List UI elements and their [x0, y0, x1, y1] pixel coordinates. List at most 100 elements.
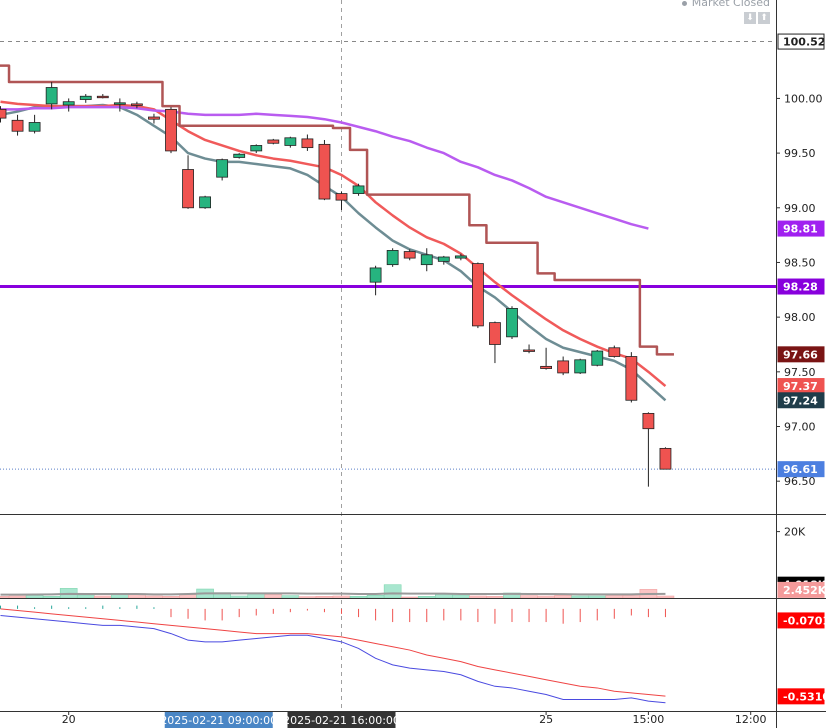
- candle[interactable]: [182, 155, 194, 209]
- y-tick-label: 98.50: [784, 256, 816, 269]
- volume-bar: [264, 594, 283, 599]
- candle-body: [45, 87, 58, 105]
- candle[interactable]: [148, 113, 160, 124]
- candle[interactable]: [28, 114, 41, 134]
- candle-body: [182, 169, 194, 209]
- ma-mid-line: [0, 100, 667, 388]
- candle[interactable]: [625, 352, 638, 403]
- candle[interactable]: [216, 158, 229, 181]
- volume-bar: [94, 595, 112, 599]
- candle-body: [284, 137, 297, 146]
- candle[interactable]: [403, 249, 416, 261]
- candle-body: [250, 145, 263, 152]
- time-highlight-label: 2025-02-21 16:00:00: [283, 712, 400, 728]
- candle[interactable]: [250, 144, 263, 154]
- candle[interactable]: [79, 94, 92, 103]
- price-pane[interactable]: [0, 64, 776, 487]
- price-badge-1: 98.81: [777, 220, 825, 237]
- candle[interactable]: [352, 183, 365, 196]
- volume-bar: [383, 584, 402, 599]
- candle[interactable]: [386, 248, 399, 267]
- price-badges: 100.5298.8198.2897.6697.3797.2496.614.01…: [777, 33, 826, 705]
- candle[interactable]: [642, 412, 655, 487]
- pane-controls[interactable]: ⬇ ⬆: [744, 12, 770, 24]
- price-badge-bg: [777, 581, 825, 598]
- price-badge-text: 97.24: [783, 394, 818, 407]
- candle[interactable]: [557, 356, 570, 376]
- candle-body: [369, 267, 382, 283]
- time-highlight-text: 2025-02-21 16:00:00: [283, 714, 400, 727]
- candle[interactable]: [369, 265, 382, 296]
- candle[interactable]: [45, 82, 58, 110]
- candle-body: [267, 139, 280, 144]
- y-tick-label: 99.00: [784, 202, 816, 215]
- candle-body: [148, 116, 160, 120]
- move-up-icon[interactable]: ⬆: [758, 12, 770, 24]
- volume-bar: [76, 594, 95, 599]
- candle[interactable]: [318, 139, 331, 201]
- time-axis[interactable]: 20 25 15:00 12:00 2025-02-21 09:00:00 2025-02…: [62, 711, 767, 728]
- candle-body: [62, 101, 75, 106]
- candle-body: [301, 138, 314, 149]
- move-down-icon[interactable]: ⬇: [744, 12, 756, 24]
- candle[interactable]: [284, 136, 297, 148]
- candle-body: [557, 360, 570, 374]
- market-status: Market Closed: [681, 0, 770, 9]
- candle-body: [199, 196, 212, 209]
- candle-body: [165, 108, 177, 152]
- candle[interactable]: [267, 138, 280, 145]
- candle[interactable]: [523, 344, 535, 354]
- price-badge-macd-1: -0.5310: [777, 688, 826, 705]
- candle[interactable]: [113, 98, 126, 112]
- candle[interactable]: [437, 255, 450, 265]
- macd-line: [0, 614, 666, 704]
- candle[interactable]: [301, 134, 314, 151]
- candle[interactable]: [96, 94, 109, 99]
- candle[interactable]: [130, 101, 143, 109]
- candle[interactable]: [454, 253, 467, 261]
- volume-bar: [417, 596, 436, 599]
- candle-body: [216, 159, 229, 178]
- candle[interactable]: [574, 358, 587, 375]
- candle[interactable]: [659, 447, 672, 470]
- candle[interactable]: [471, 262, 484, 329]
- candle-body: [471, 263, 484, 327]
- candle[interactable]: [199, 195, 212, 209]
- candle[interactable]: [165, 107, 177, 154]
- candle-body: [659, 447, 672, 470]
- price-badge-6: 96.61: [777, 461, 825, 478]
- y-tick-label: 96.50: [784, 475, 816, 488]
- time-highlight-bg: [287, 712, 396, 728]
- candle[interactable]: [420, 248, 433, 272]
- candle[interactable]: [233, 153, 246, 159]
- status-dot-icon: [681, 0, 687, 6]
- candle[interactable]: [335, 191, 348, 210]
- candle-body: [625, 356, 638, 401]
- volume-bar: [520, 595, 538, 599]
- candle-body: [233, 153, 246, 158]
- candle[interactable]: [540, 347, 552, 370]
- candle-body: [540, 365, 552, 369]
- volume-pane[interactable]: [0, 584, 675, 599]
- candle[interactable]: [0, 106, 7, 123]
- price-badge-text: 98.28: [783, 281, 818, 294]
- volume-bar: [434, 594, 453, 599]
- price-badge-3: 97.66: [777, 346, 825, 363]
- price-badge-bg: [777, 33, 825, 50]
- candle[interactable]: [506, 306, 518, 340]
- candle[interactable]: [11, 114, 24, 136]
- price-badge-bg: [777, 220, 825, 237]
- price-badge-vol-1: 2.452K: [777, 581, 826, 598]
- candle-body: [11, 119, 24, 132]
- macd-pane[interactable]: [0, 605, 666, 704]
- candle[interactable]: [62, 98, 75, 112]
- candle[interactable]: [489, 321, 501, 364]
- candle[interactable]: [608, 345, 621, 358]
- candle-body: [642, 412, 655, 430]
- price-badge-bg: [777, 461, 825, 478]
- candle[interactable]: [591, 349, 604, 367]
- x-tick-label: 25: [539, 713, 553, 726]
- ma-slow-line: [0, 105, 649, 230]
